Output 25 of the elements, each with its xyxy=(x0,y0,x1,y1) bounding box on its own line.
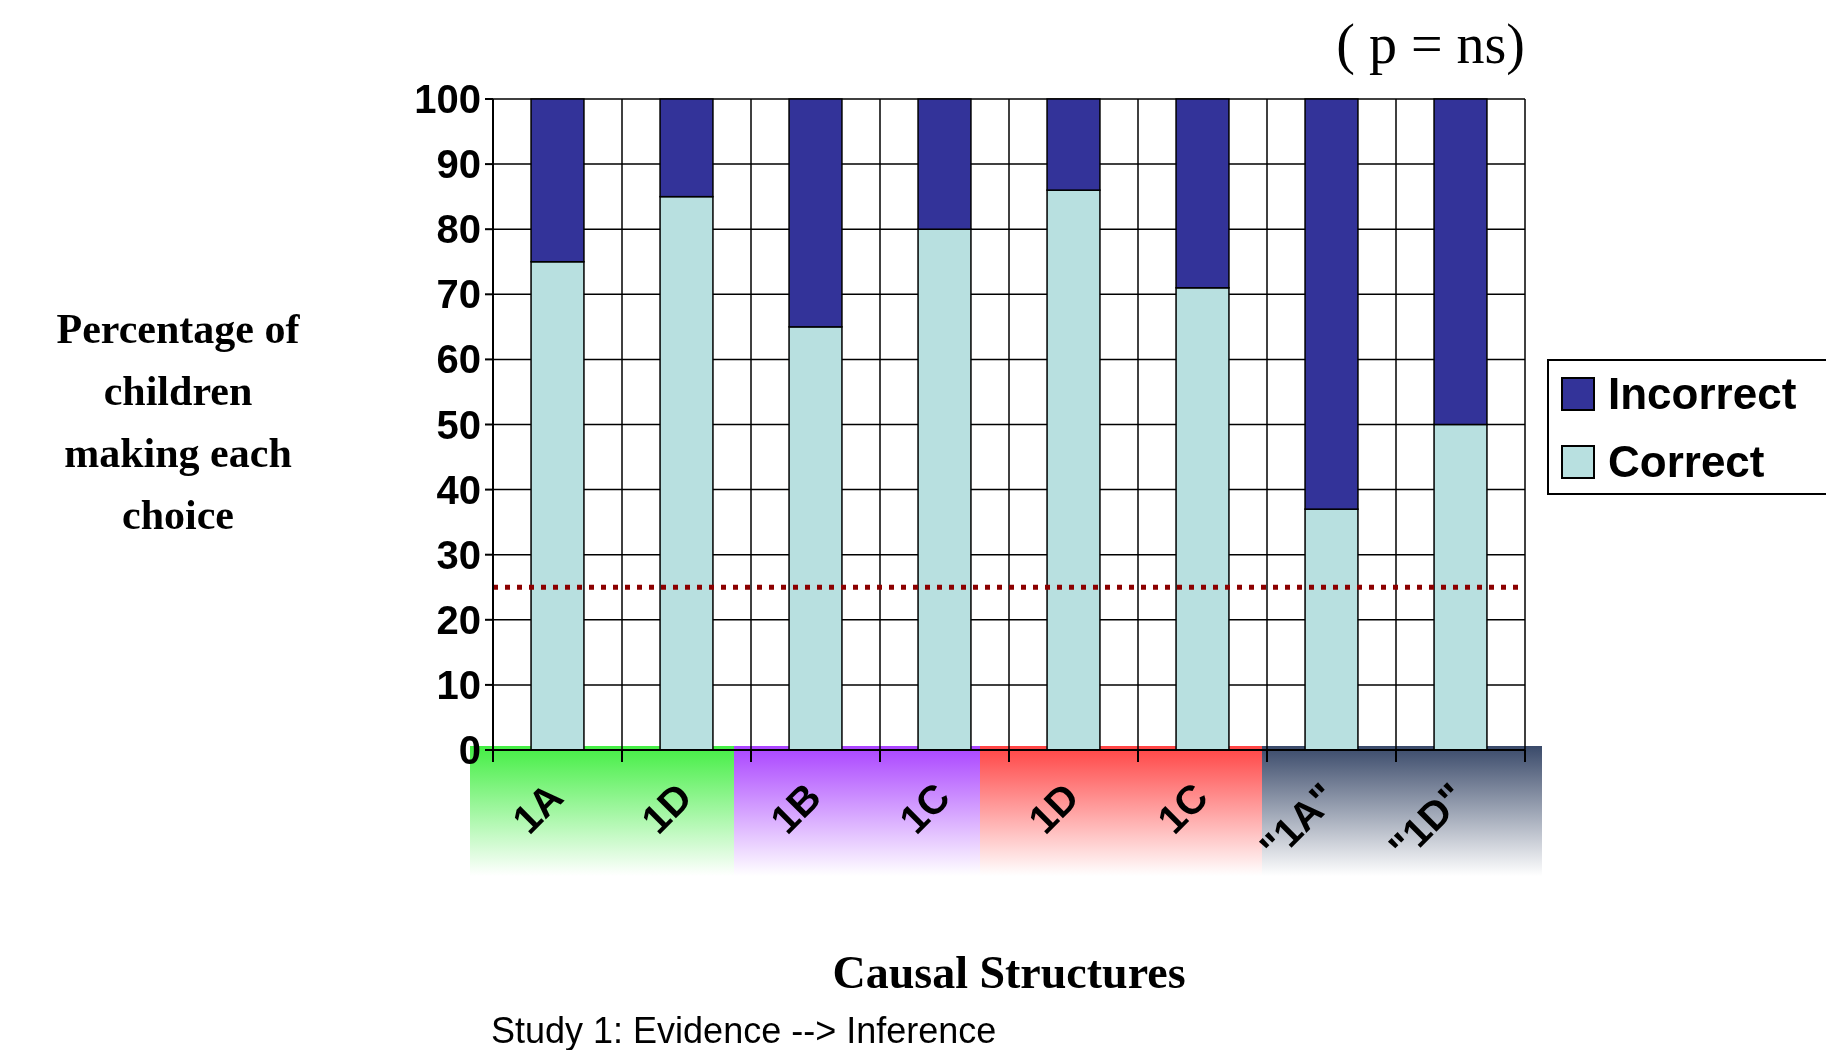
y-tick-label: 0 xyxy=(458,728,481,772)
x-tick-label: 1D xyxy=(632,774,701,842)
x-tick-label: 1C xyxy=(890,774,959,842)
y-axis-title: Percentage of children making each choice xyxy=(56,306,301,538)
y-tick-label: 50 xyxy=(436,402,481,447)
legend-label: Incorrect xyxy=(1608,369,1797,419)
y-tick-label: 80 xyxy=(436,207,481,252)
y-tick-label: 100 xyxy=(414,77,481,121)
x-tick-label: "1D" xyxy=(1379,774,1475,869)
y-tick-label: 30 xyxy=(436,532,481,577)
x-tick-label: 1A xyxy=(503,774,572,842)
x-tick-label: 1B xyxy=(761,774,830,842)
x-tick-label: 1C xyxy=(1148,774,1217,842)
x-axis-title: Causal Structures xyxy=(832,947,1186,998)
y-tick-label: 60 xyxy=(436,337,481,382)
text: ( p = ns) xyxy=(1336,13,1525,76)
y-tick-label: 10 xyxy=(436,662,481,707)
y-tick-label: 40 xyxy=(436,467,481,512)
x-tick-label: 1D xyxy=(1019,774,1088,842)
y-tick-label: 90 xyxy=(436,142,481,187)
x-tick-label: "1A" xyxy=(1250,774,1346,869)
text: Study 1: Evidence --> Inference xyxy=(491,1010,997,1051)
y-tick-label: 20 xyxy=(436,597,481,642)
y-tick-label: 70 xyxy=(436,272,481,317)
legend-label: Correct xyxy=(1608,437,1765,487)
